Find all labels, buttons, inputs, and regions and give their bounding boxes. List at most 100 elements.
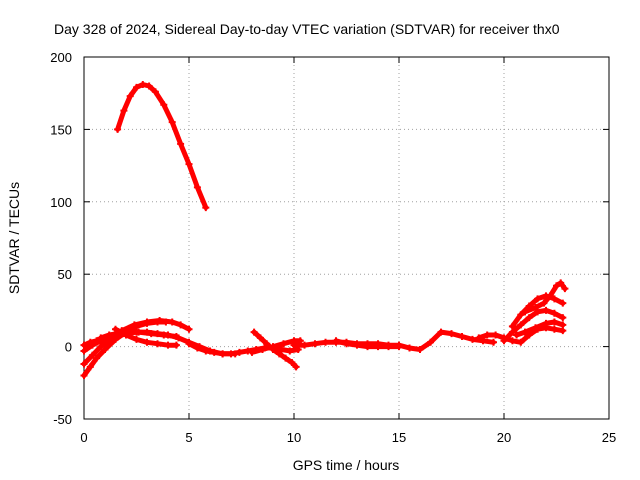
y-tick-label: 200 (50, 50, 72, 65)
data-point (177, 140, 185, 148)
data-point (542, 306, 550, 314)
data-traces (80, 81, 569, 380)
y-tick-label: 100 (50, 195, 72, 210)
data-point (492, 331, 500, 339)
data-point (532, 324, 539, 332)
data-point (542, 319, 550, 327)
x-tick-label: 10 (287, 430, 301, 445)
data-point (374, 343, 382, 351)
x-tick-label: 15 (392, 430, 406, 445)
data-point (172, 332, 180, 340)
data-point (210, 348, 218, 356)
x-axis-label: GPS time / hours (293, 457, 400, 473)
data-point (193, 183, 201, 191)
data-point (154, 340, 161, 348)
data-point (517, 338, 525, 346)
data-point (219, 350, 227, 358)
data-point (135, 328, 143, 336)
plot-frame (83, 56, 610, 420)
data-point (286, 347, 294, 355)
data-point (290, 341, 298, 349)
data-point (120, 107, 128, 115)
data-point (143, 338, 151, 346)
data-point (105, 331, 113, 339)
x-tick-label: 25 (602, 430, 616, 445)
data-point (427, 338, 434, 346)
data-point (550, 309, 558, 317)
data-point (550, 295, 558, 303)
data-point (160, 331, 168, 339)
data-point (97, 334, 105, 342)
data-point (250, 328, 258, 336)
data-point (534, 308, 542, 316)
data-point (93, 354, 101, 362)
data-point (353, 341, 361, 349)
data-point (292, 363, 300, 371)
data-point (269, 343, 277, 351)
data-point (385, 343, 392, 351)
data-point (156, 317, 164, 325)
trace-arc1 (115, 82, 209, 211)
data-point (517, 321, 525, 329)
data-point (490, 338, 497, 346)
data-point (475, 334, 483, 342)
data-point (483, 331, 491, 339)
data-point (93, 337, 101, 345)
data-point (177, 321, 185, 329)
y-axis-label: SDTVAR / TECUs (6, 182, 22, 294)
data-point (147, 330, 155, 338)
data-point (561, 285, 569, 293)
data-point (114, 125, 122, 133)
y-tick-label: 50 (58, 267, 72, 282)
data-point (202, 347, 210, 355)
data-point (122, 328, 130, 336)
data-point (185, 340, 193, 348)
data-point (227, 350, 235, 358)
data-point (546, 292, 554, 300)
data-point (416, 345, 424, 353)
x-axis-ticks: 0 5 10 15 20 25 (80, 57, 616, 445)
y-tick-label: 0 (65, 340, 72, 355)
data-point (275, 350, 283, 358)
data-point (160, 101, 168, 109)
data-point (164, 341, 172, 349)
x-tick-label: 0 (80, 430, 87, 445)
data-point (202, 204, 210, 212)
data-point (235, 348, 243, 356)
chart-title: Day 328 of 2024, Sidereal Day-to-day VTE… (54, 21, 560, 37)
data-point (114, 330, 122, 338)
data-point (540, 299, 548, 307)
data-point (395, 343, 403, 351)
data-point (469, 335, 476, 343)
data-point (437, 328, 445, 336)
y-tick-label: -50 (53, 412, 72, 427)
data-point (193, 344, 201, 352)
y-tick-label: 150 (50, 122, 72, 137)
data-point (559, 299, 567, 307)
data-point (332, 337, 340, 345)
data-point (525, 314, 533, 322)
data-point (532, 304, 539, 312)
data-point (534, 295, 542, 303)
data-point (185, 160, 193, 168)
data-point (133, 83, 140, 91)
data-point (301, 341, 308, 349)
data-point (500, 337, 508, 345)
data-point (139, 81, 147, 89)
data-point (248, 348, 256, 356)
data-point (86, 338, 94, 346)
x-tick-label: 20 (497, 430, 511, 445)
data-point (288, 359, 296, 367)
data-point (126, 92, 134, 100)
data-point (343, 340, 350, 348)
data-point (513, 331, 521, 339)
data-point (168, 318, 176, 326)
data-point (553, 282, 560, 290)
data-point (185, 325, 193, 333)
data-point (168, 118, 176, 126)
data-point (259, 345, 266, 353)
data-point (508, 337, 516, 345)
data-point (557, 279, 565, 287)
data-point (280, 340, 287, 348)
